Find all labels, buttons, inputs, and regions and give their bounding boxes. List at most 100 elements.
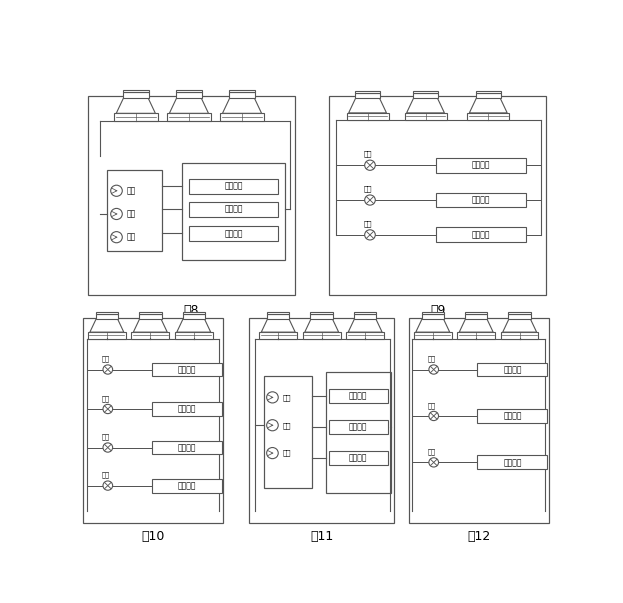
Bar (422, 312, 444, 314)
Text: 水泵: 水泵 (102, 434, 110, 440)
Bar (422, 314, 444, 319)
Bar (176, 90, 202, 92)
Bar (477, 362, 548, 376)
Bar (259, 332, 297, 339)
Bar (183, 312, 205, 314)
Polygon shape (177, 319, 211, 332)
Bar (267, 314, 290, 319)
Bar (310, 314, 333, 319)
Bar (249, 318, 394, 523)
Bar (139, 314, 161, 319)
Text: 冷水机组: 冷水机组 (224, 205, 243, 214)
Bar (413, 93, 438, 98)
Polygon shape (348, 319, 382, 332)
Text: 冷水机组: 冷水机组 (472, 195, 490, 204)
Polygon shape (222, 98, 262, 113)
Bar (96, 314, 118, 319)
Polygon shape (469, 98, 507, 113)
Circle shape (429, 365, 439, 374)
Bar (476, 91, 501, 93)
Bar (413, 91, 438, 93)
Text: 冷水机组: 冷水机组 (503, 411, 521, 420)
Text: 水泵: 水泵 (102, 395, 110, 402)
Circle shape (364, 230, 375, 240)
Text: 冷水机组: 冷水机组 (178, 405, 196, 414)
Bar (501, 332, 538, 339)
Bar (123, 92, 149, 98)
Text: 图10: 图10 (141, 530, 164, 543)
Circle shape (111, 209, 122, 219)
Text: 冷水机组: 冷水机组 (224, 229, 243, 238)
Text: 冷水机组: 冷水机组 (503, 365, 521, 374)
Bar (329, 389, 388, 403)
Text: 冷水机组: 冷水机组 (349, 453, 368, 463)
Circle shape (111, 232, 122, 243)
Bar (476, 93, 501, 98)
Text: 水泵: 水泵 (283, 450, 292, 456)
Text: 图11: 图11 (310, 530, 333, 543)
Text: 水泵: 水泵 (283, 394, 292, 400)
Polygon shape (416, 319, 450, 332)
Bar (457, 332, 495, 339)
Bar (114, 113, 158, 121)
Bar (310, 312, 333, 314)
Bar (221, 113, 264, 121)
Text: 水泵: 水泵 (126, 209, 135, 218)
Circle shape (103, 405, 113, 414)
Bar (346, 113, 389, 121)
Circle shape (364, 160, 375, 170)
Bar (329, 96, 546, 295)
Bar (354, 312, 376, 314)
Text: 冷水机组: 冷水机组 (349, 422, 368, 431)
Text: 水泵: 水泵 (283, 422, 292, 429)
Bar (189, 202, 278, 216)
Bar (189, 178, 278, 194)
Bar (329, 451, 388, 465)
Polygon shape (261, 319, 295, 332)
Text: 水泵: 水泵 (428, 402, 435, 408)
Bar (436, 158, 526, 172)
Text: 水泵: 水泵 (102, 472, 110, 478)
Bar (355, 93, 380, 98)
Bar (355, 91, 380, 93)
Polygon shape (133, 319, 167, 332)
Bar (131, 332, 169, 339)
Bar (189, 226, 278, 241)
Text: 冷水机组: 冷水机组 (349, 391, 368, 400)
Bar (151, 479, 222, 493)
Bar (83, 318, 223, 523)
Bar (167, 113, 211, 121)
Text: 冷水机组: 冷水机组 (472, 161, 490, 169)
Polygon shape (117, 98, 155, 113)
Bar (151, 362, 222, 376)
Bar (123, 90, 149, 92)
Bar (329, 420, 388, 434)
Text: 水泵: 水泵 (428, 356, 435, 362)
Text: 冷水机组: 冷水机组 (472, 230, 490, 239)
Bar (354, 314, 376, 319)
Bar (96, 312, 118, 314)
Text: 图8: 图8 (184, 304, 199, 317)
Circle shape (267, 420, 278, 431)
Bar (508, 312, 531, 314)
Bar (229, 92, 255, 98)
Circle shape (103, 365, 113, 374)
Polygon shape (169, 98, 209, 113)
Polygon shape (459, 319, 493, 332)
Circle shape (267, 447, 278, 459)
Bar (229, 90, 255, 92)
Circle shape (364, 195, 375, 205)
Text: 图12: 图12 (467, 530, 490, 543)
Circle shape (267, 392, 278, 403)
Circle shape (429, 411, 439, 421)
Bar (465, 314, 487, 319)
Text: 冷水机组: 冷水机组 (178, 365, 196, 374)
Bar (303, 332, 341, 339)
Bar (183, 314, 205, 319)
Bar (88, 332, 126, 339)
Bar (176, 92, 202, 98)
Bar (267, 312, 290, 314)
Text: 冷水机组: 冷水机组 (503, 458, 521, 467)
Bar (87, 96, 295, 295)
Polygon shape (349, 98, 386, 113)
